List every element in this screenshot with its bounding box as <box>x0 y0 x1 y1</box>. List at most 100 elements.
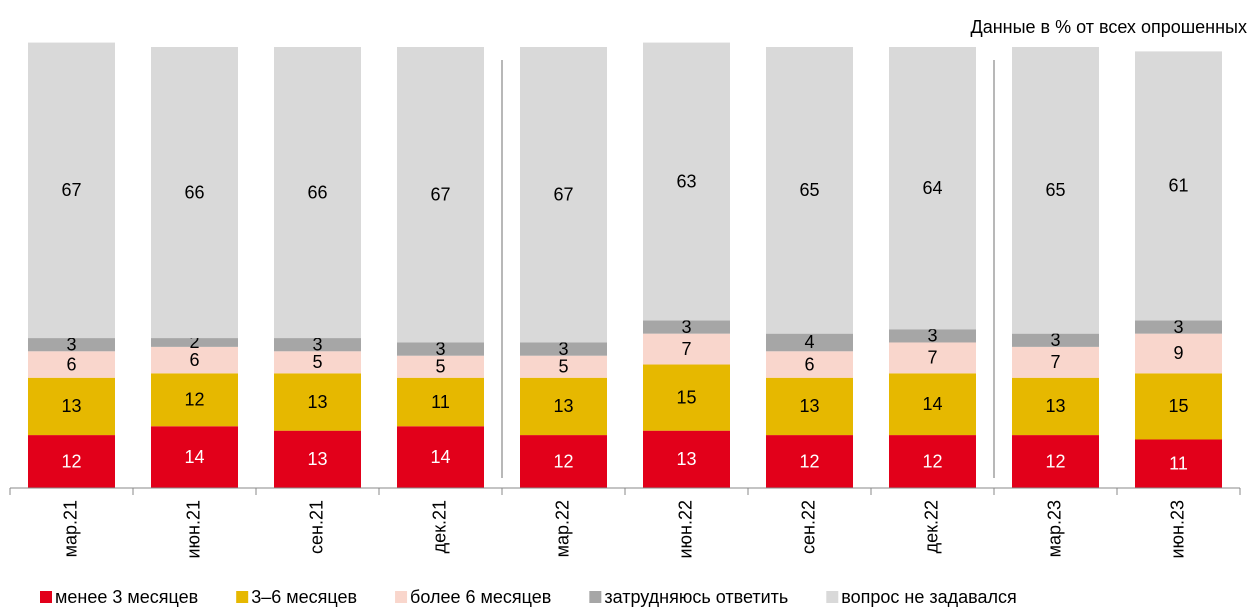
bar-segment <box>274 47 361 339</box>
data-label: 3 <box>927 326 937 346</box>
legend-swatch <box>395 591 408 603</box>
data-label: 3 <box>1050 330 1060 350</box>
bar-segment <box>28 435 115 488</box>
bar-segment <box>1012 377 1099 436</box>
data-label: 4 <box>804 332 814 352</box>
bar-segment <box>151 426 238 488</box>
x-tick-label: дек.22 <box>921 500 941 553</box>
data-label: 3 <box>435 339 445 359</box>
legend-swatch <box>40 591 52 603</box>
data-label: 11 <box>1169 453 1188 473</box>
data-label: 13 <box>1045 396 1065 416</box>
data-label: 67 <box>430 184 450 204</box>
bar-segment <box>766 333 853 352</box>
bar-segment <box>520 355 607 378</box>
bar-segment <box>520 47 607 343</box>
bar-segment <box>766 351 853 378</box>
x-tick-label: дек.21 <box>429 500 449 553</box>
data-label: 7 <box>1050 352 1060 372</box>
bar-segment <box>643 333 730 365</box>
data-label: 3 <box>558 339 568 359</box>
bar-segment <box>274 338 361 352</box>
legend-label: вопрос не задавался <box>841 587 1017 607</box>
x-tick-label: мар.22 <box>552 500 572 557</box>
data-label: 9 <box>1173 343 1183 363</box>
x-tick-label: мар.23 <box>1044 500 1064 557</box>
bar-segment <box>889 47 976 330</box>
bar-segment <box>151 47 238 339</box>
legend-item: вопрос не задавался <box>826 587 1017 607</box>
bar-segment <box>397 355 484 378</box>
data-label: 61 <box>1168 176 1188 196</box>
data-label: 12 <box>61 451 81 471</box>
data-label: 66 <box>184 182 204 202</box>
bar-segment <box>889 373 976 436</box>
bar-segment <box>889 342 976 374</box>
legend-label: более 6 месяцев <box>410 587 551 607</box>
data-label: 5 <box>312 352 322 372</box>
bar-segment <box>766 377 853 436</box>
bar-segment <box>643 364 730 431</box>
bar-segment <box>1012 435 1099 488</box>
bar-segment <box>274 373 361 431</box>
data-label: 2 <box>189 332 199 352</box>
x-tick-label: сен.22 <box>798 500 818 554</box>
data-label: 6 <box>66 354 76 374</box>
bar-segment <box>274 351 361 374</box>
data-label: 65 <box>799 180 819 200</box>
data-label: 6 <box>189 350 199 370</box>
bar-segment <box>151 338 238 347</box>
bar-segment <box>520 435 607 488</box>
bar-segment <box>643 320 730 334</box>
data-label: 3 <box>681 317 691 337</box>
data-label: 65 <box>1045 180 1065 200</box>
data-label: 67 <box>553 184 573 204</box>
data-label: 13 <box>553 396 573 416</box>
data-label: 5 <box>558 356 568 376</box>
data-label: 13 <box>307 392 327 412</box>
legend-swatch <box>236 591 249 603</box>
legend-swatch <box>589 591 602 603</box>
x-tick-label: мар.21 <box>60 500 80 557</box>
data-label: 15 <box>1168 396 1188 416</box>
legend-swatch <box>826 591 839 603</box>
data-label: 6 <box>804 354 814 374</box>
chart-subtitle: Данные в % от всех опрошенных <box>971 17 1248 37</box>
data-label: 12 <box>553 451 573 471</box>
data-label: 11 <box>431 392 450 412</box>
data-label: 14 <box>430 447 450 467</box>
bar-segment <box>1012 346 1099 378</box>
bar-segment <box>889 435 976 488</box>
legend-item: 3–6 месяцев <box>236 587 357 607</box>
data-label: 13 <box>61 396 81 416</box>
data-label: 67 <box>61 180 81 200</box>
data-label: 7 <box>681 339 691 359</box>
data-label: 12 <box>184 390 204 410</box>
bar-segment <box>1012 333 1099 347</box>
data-label: 12 <box>799 451 819 471</box>
bar-segment <box>1012 47 1099 334</box>
bar-segment <box>1135 51 1222 321</box>
legend-item: затрудняюсь ответить <box>589 587 788 607</box>
bar-segment <box>397 426 484 488</box>
data-label: 5 <box>435 356 445 376</box>
data-label: 14 <box>922 394 942 414</box>
bar-segment <box>274 430 361 488</box>
bar-segment <box>28 377 115 436</box>
x-tick-label: июн.22 <box>675 500 695 559</box>
legend-label: менее 3 месяцев <box>55 587 198 607</box>
data-label: 7 <box>927 348 937 368</box>
bar-segment <box>397 377 484 427</box>
legend-item: более 6 месяцев <box>395 587 551 607</box>
data-label: 66 <box>307 182 327 202</box>
x-tick-label: июн.23 <box>1167 500 1187 559</box>
bar-segment <box>520 342 607 356</box>
bar-segment <box>643 42 730 321</box>
bar-segment <box>1135 439 1222 488</box>
data-label: 13 <box>799 396 819 416</box>
bar-segment <box>397 47 484 343</box>
data-label: 15 <box>676 387 696 407</box>
data-label: 12 <box>1045 451 1065 471</box>
bar-segment <box>151 346 238 374</box>
